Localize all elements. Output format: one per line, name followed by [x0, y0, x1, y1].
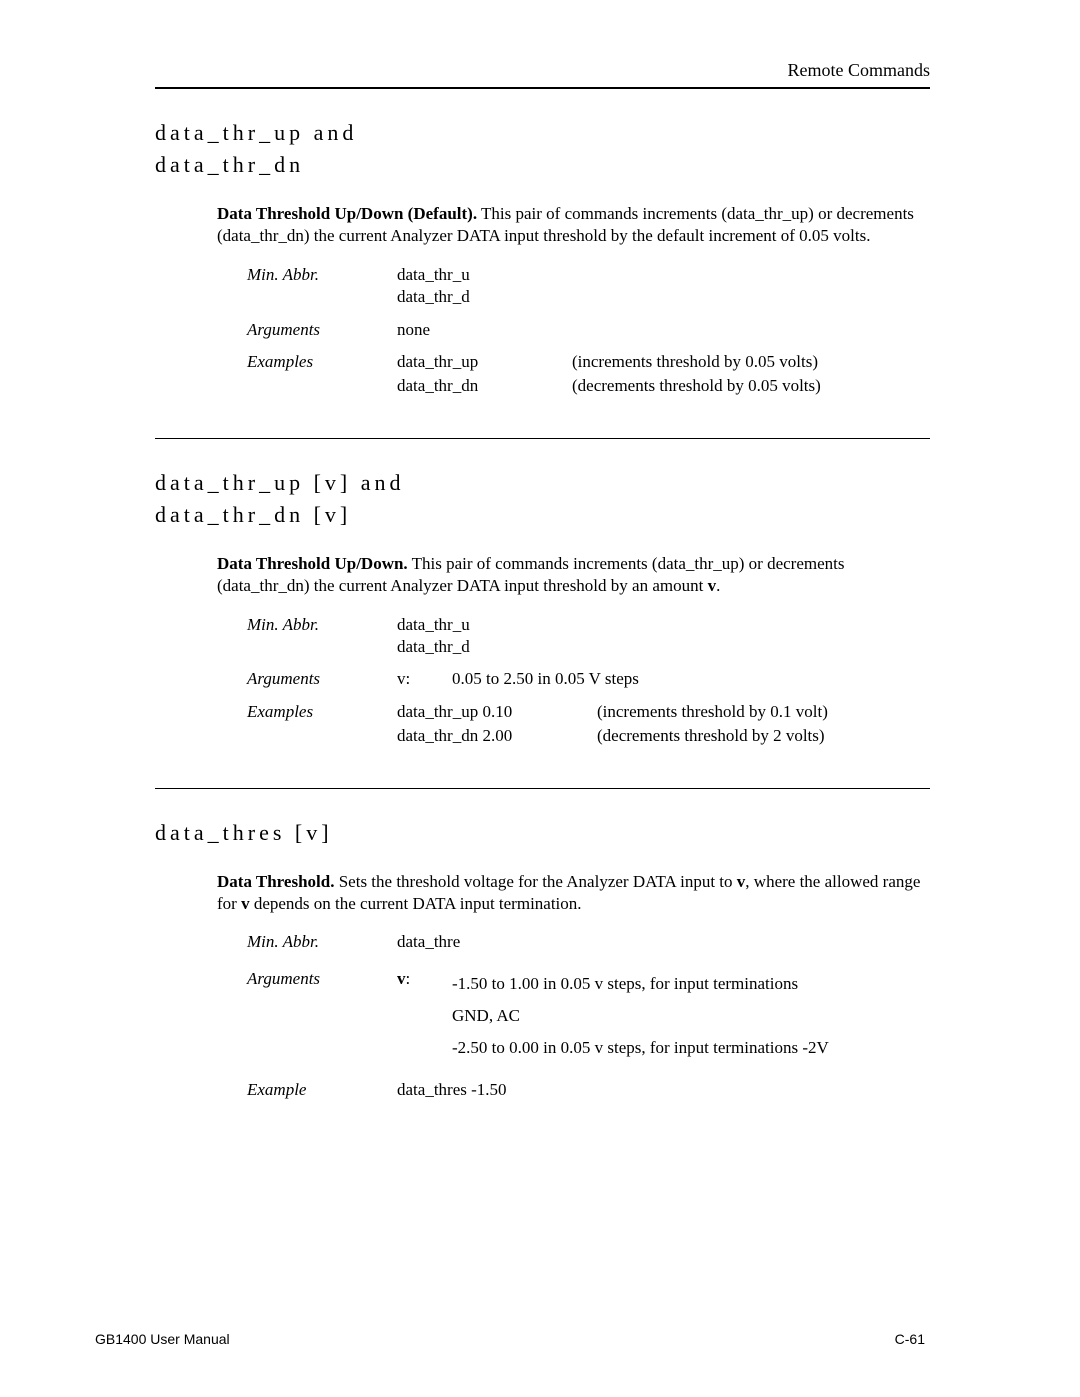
section2-title-line1: data_thr_up [v] and: [155, 470, 405, 495]
ex1-cmd-2: data_thr_up 0.10: [397, 701, 597, 723]
s3-arg-l3: -2.50 to 0.00 in 0.05 v steps, for input…: [452, 1038, 829, 1057]
label-arguments: Arguments: [247, 319, 397, 341]
ex2-cmd-2: data_thr_dn 2.00: [397, 725, 597, 747]
page: Remote Commands data_thr_up and data_thr…: [0, 0, 1080, 1397]
footer-right: C-61: [895, 1331, 925, 1347]
label-examples: Examples: [247, 351, 397, 398]
label-min-abbr-3: Min. Abbr.: [247, 931, 397, 953]
section2-min-abbr-1: data_thr_u: [397, 615, 470, 634]
label-example-3: Example: [247, 1079, 397, 1101]
section1-lead: Data Threshold Up/Down (Default). This p…: [217, 203, 930, 248]
section2-lead-v: v: [708, 576, 717, 595]
section3-arguments: v: -1.50 to 1.00 in 0.05 v steps, for in…: [397, 968, 930, 1065]
section2-rule: [155, 438, 930, 439]
section1-min-abbr-1: data_thr_u: [397, 265, 470, 284]
header-rule: [155, 87, 930, 89]
label-min-abbr-2: Min. Abbr.: [247, 614, 397, 659]
section2-body: Data Threshold Up/Down. This pair of com…: [217, 553, 930, 748]
section2-title-line2: data_thr_dn [v]: [155, 502, 351, 527]
label-arguments-3: Arguments: [247, 968, 397, 1065]
ex1-cmd: data_thr_up: [397, 351, 572, 373]
section3-title-line: data_thres [v]: [155, 820, 333, 845]
section1-lead-bold: Data Threshold Up/Down (Default).: [217, 204, 477, 223]
section3-arg-vals: -1.50 to 1.00 in 0.05 v steps, for input…: [452, 968, 930, 1065]
section1-title-line2: data_thr_dn: [155, 152, 304, 177]
section1-min-abbr-2: data_thr_d: [397, 287, 470, 306]
section3-arg-key: v:: [397, 968, 452, 1065]
ex2-desc: (decrements threshold by 0.05 volts): [572, 375, 930, 397]
ex1-desc: (increments threshold by 0.05 volts): [572, 351, 930, 373]
section3-lead-bold: Data Threshold.: [217, 872, 334, 891]
header-section-label: Remote Commands: [155, 60, 930, 81]
section3-table: Min. Abbr. data_thre Arguments v: -1.50 …: [247, 931, 930, 1101]
section3-body: Data Threshold. Sets the threshold volta…: [217, 871, 930, 1102]
section2-lead: Data Threshold Up/Down. This pair of com…: [217, 553, 930, 598]
label-arguments-2: Arguments: [247, 668, 397, 690]
section2-arg-val: 0.05 to 2.50 in 0.05 V steps: [452, 668, 930, 690]
section1-title-line1: data_thr_up and: [155, 120, 357, 145]
section1-title: data_thr_up and data_thr_dn: [155, 117, 930, 181]
section1-examples: data_thr_up (increments threshold by 0.0…: [397, 351, 930, 398]
section3-min-abbr: data_thre: [397, 931, 930, 953]
s3-le: depends on the current DATA input termin…: [250, 894, 582, 913]
section3-arg-colon: :: [406, 969, 411, 988]
section1-arguments: none: [397, 319, 930, 341]
section2-title: data_thr_up [v] and data_thr_dn [v]: [155, 467, 930, 531]
section2-min-abbr: data_thr_u data_thr_d: [397, 614, 930, 659]
section3-title: data_thres [v]: [155, 817, 930, 849]
label-min-abbr: Min. Abbr.: [247, 264, 397, 309]
section1-min-abbr: data_thr_u data_thr_d: [397, 264, 930, 309]
s3-arg-l2: GND, AC: [452, 1006, 520, 1025]
section1-body: Data Threshold Up/Down (Default). This p…: [217, 203, 930, 398]
section3-arg-key-b: v: [397, 969, 406, 988]
page-footer: GB1400 User Manual C-61: [95, 1331, 925, 1347]
label-examples-2: Examples: [247, 701, 397, 748]
section3-lead: Data Threshold. Sets the threshold volta…: [217, 871, 930, 916]
section2-table: Min. Abbr. data_thr_u data_thr_d Argumen…: [247, 614, 930, 748]
ex1-desc-2: (increments threshold by 0.1 volt): [597, 701, 930, 723]
s3-ld: v: [241, 894, 250, 913]
footer-left: GB1400 User Manual: [95, 1331, 230, 1347]
section2-lead-rest-c: .: [716, 576, 720, 595]
s3-arg-l1: -1.50 to 1.00 in 0.05 v steps, for input…: [452, 974, 798, 993]
s3-la: Sets the threshold voltage for the Analy…: [334, 872, 736, 891]
section2-arguments: v: 0.05 to 2.50 in 0.05 V steps: [397, 668, 930, 690]
ex2-desc-2: (decrements threshold by 2 volts): [597, 725, 930, 747]
section3-example: data_thres -1.50: [397, 1079, 930, 1101]
ex2-cmd: data_thr_dn: [397, 375, 572, 397]
section2-examples: data_thr_up 0.10 (increments threshold b…: [397, 701, 930, 748]
section2-lead-bold: Data Threshold Up/Down.: [217, 554, 408, 573]
section2-arg-key: v:: [397, 668, 452, 690]
section3-rule: [155, 788, 930, 789]
section1-table: Min. Abbr. data_thr_u data_thr_d Argumen…: [247, 264, 930, 398]
section2-min-abbr-2: data_thr_d: [397, 637, 470, 656]
